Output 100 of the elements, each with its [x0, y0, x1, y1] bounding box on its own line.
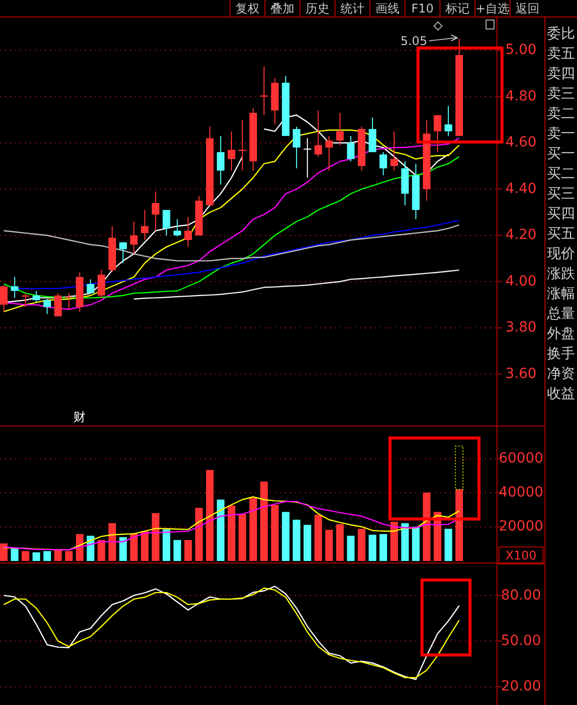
text: 卖五 — [547, 46, 575, 62]
bar — [54, 550, 62, 561]
bar — [206, 470, 214, 561]
bar — [455, 490, 463, 561]
bar — [412, 526, 420, 561]
bar — [368, 534, 376, 561]
candlestick — [216, 135, 224, 185]
candlestick — [390, 130, 398, 172]
bar — [43, 551, 51, 561]
text: 卖二 — [547, 106, 575, 122]
bar — [292, 520, 300, 561]
candlestick — [65, 292, 73, 310]
bar — [380, 534, 388, 561]
annotation: 财 — [74, 410, 86, 424]
y-tick-label: 4.20 — [505, 227, 537, 244]
bar — [195, 508, 203, 561]
text: 委比 — [547, 26, 575, 42]
bar — [152, 513, 160, 561]
y-tick-label: 80.00 — [500, 587, 542, 604]
bar — [216, 500, 224, 561]
text: 标记 — [444, 1, 470, 16]
bar — [10, 548, 18, 561]
text: 买一 — [547, 146, 575, 162]
bar — [434, 512, 442, 561]
text: 卖三 — [547, 86, 575, 102]
text: 叠加 — [270, 1, 294, 16]
text: 收益 — [547, 386, 575, 402]
candlestick — [346, 135, 355, 162]
bar — [173, 540, 182, 561]
candlestick — [86, 278, 94, 294]
y-tick-label: 3.80 — [505, 320, 537, 336]
candlestick — [22, 292, 30, 308]
bar — [358, 528, 366, 561]
bar — [390, 522, 398, 561]
text: 统计 — [340, 1, 364, 16]
text: 现价 — [547, 246, 575, 262]
y-tick-label: 60000 — [498, 450, 544, 467]
text: 涨幅 — [547, 286, 575, 302]
candlestick — [54, 292, 62, 317]
candlestick — [32, 290, 40, 303]
y-tick-label: 3.60 — [505, 366, 537, 382]
bar — [260, 482, 268, 561]
line-series — [133, 269, 460, 300]
candlestick — [0, 284, 8, 312]
candlestick — [444, 105, 452, 136]
bar — [271, 504, 279, 561]
bar — [346, 536, 355, 561]
y-tick-label: 4.00 — [505, 273, 537, 290]
text: 历史 — [306, 1, 330, 16]
bar — [282, 512, 290, 561]
bar — [336, 524, 344, 561]
candlestick — [173, 218, 182, 238]
bar — [108, 523, 116, 561]
y-tick-label: 4.40 — [505, 180, 537, 197]
candlestick — [140, 209, 149, 240]
bar — [76, 534, 84, 561]
candlestick — [43, 298, 51, 314]
text: 外盘 — [547, 326, 575, 342]
candlestick — [162, 209, 170, 236]
text: +自选 — [475, 1, 510, 16]
bar — [249, 498, 257, 561]
candlestick — [368, 116, 376, 153]
bar — [444, 528, 452, 561]
text: 复权 — [236, 1, 260, 16]
bar — [401, 523, 409, 561]
line-series — [3, 224, 460, 262]
candlestick — [314, 110, 322, 158]
candlestick — [380, 152, 388, 176]
text: 买二 — [547, 166, 575, 182]
bar — [304, 524, 312, 561]
candlestick — [292, 126, 300, 169]
text: 画线 — [376, 1, 400, 16]
bar — [325, 530, 333, 561]
bar — [162, 529, 170, 561]
bar — [98, 540, 106, 561]
y-tick-label: 20.00 — [500, 678, 542, 695]
candlestick — [325, 135, 333, 172]
y-tick-label: 40000 — [498, 484, 544, 501]
bar — [22, 551, 30, 561]
y-tick-label: 5.00 — [505, 42, 537, 58]
text: 买五 — [547, 226, 575, 242]
text: X100 — [505, 548, 537, 562]
y-tick-label: 50.00 — [500, 632, 542, 649]
y-tick-label: 20000 — [498, 518, 544, 535]
bar — [119, 537, 127, 561]
text: 涨跌 — [547, 266, 575, 282]
candlestick — [152, 190, 160, 232]
y-tick-label: 4.80 — [505, 88, 537, 104]
text: 总量 — [546, 306, 575, 322]
bar — [238, 514, 246, 561]
candlestick — [336, 112, 344, 146]
candlestick — [228, 130, 236, 172]
text: 净资 — [547, 366, 575, 382]
candlestick — [10, 276, 18, 298]
text: F10 — [411, 1, 434, 16]
candlestick — [119, 242, 127, 264]
bar — [65, 551, 73, 561]
candlestick — [98, 270, 106, 298]
bar — [184, 540, 192, 561]
bar — [32, 552, 40, 561]
